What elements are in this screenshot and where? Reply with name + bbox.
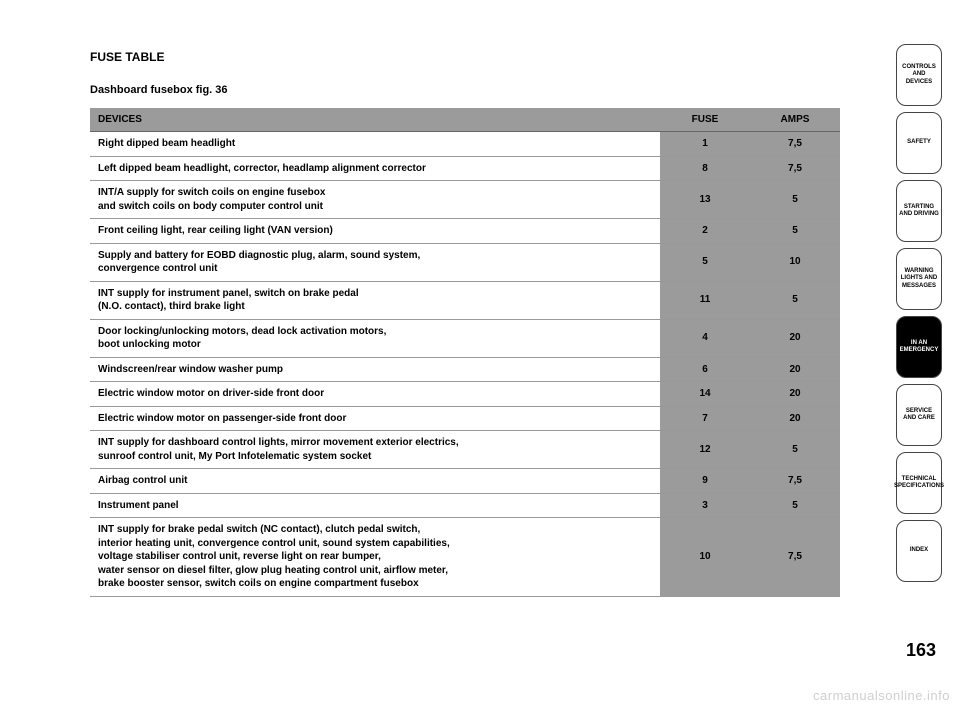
table-row: INT supply for instrument panel, switch … bbox=[90, 281, 840, 319]
page-title: FUSE TABLE bbox=[90, 50, 840, 64]
cell-fuse: 11 bbox=[660, 281, 750, 319]
cell-device: Supply and battery for EOBD diagnostic p… bbox=[90, 243, 660, 281]
table-row: Electric window motor on driver-side fro… bbox=[90, 382, 840, 407]
side-tab[interactable]: SAFETY bbox=[896, 112, 942, 174]
table-row: Left dipped beam headlight, corrector, h… bbox=[90, 156, 840, 181]
table-row: Electric window motor on passenger-side … bbox=[90, 406, 840, 431]
cell-amps: 7,5 bbox=[750, 132, 840, 157]
side-tabs: CONTROLSAND DEVICES SAFETY STARTINGAND DRI… bbox=[896, 44, 942, 582]
side-tab[interactable]: INDEX bbox=[896, 520, 942, 582]
cell-amps: 20 bbox=[750, 319, 840, 357]
table-row: Airbag control unit97,5 bbox=[90, 469, 840, 494]
table-row: Right dipped beam headlight17,5 bbox=[90, 132, 840, 157]
header-fuse: FUSE bbox=[660, 108, 750, 132]
cell-fuse: 10 bbox=[660, 518, 750, 597]
cell-amps: 5 bbox=[750, 281, 840, 319]
side-tab[interactable]: CONTROLSAND DEVICES bbox=[896, 44, 942, 106]
cell-device: Right dipped beam headlight bbox=[90, 132, 660, 157]
cell-device: INT/A supply for switch coils on engine … bbox=[90, 181, 660, 219]
cell-amps: 5 bbox=[750, 219, 840, 244]
fuse-table: DEVICES FUSE AMPS Right dipped beam head… bbox=[90, 108, 840, 597]
cell-device: Door locking/unlocking motors, dead lock… bbox=[90, 319, 660, 357]
cell-fuse: 1 bbox=[660, 132, 750, 157]
cell-fuse: 7 bbox=[660, 406, 750, 431]
cell-amps: 7,5 bbox=[750, 156, 840, 181]
cell-device: Front ceiling light, rear ceiling light … bbox=[90, 219, 660, 244]
watermark: carmanualsonline.info bbox=[813, 688, 950, 703]
cell-fuse: 6 bbox=[660, 357, 750, 382]
table-row: Windscreen/rear window washer pump620 bbox=[90, 357, 840, 382]
cell-fuse: 3 bbox=[660, 493, 750, 518]
page-number: 163 bbox=[906, 640, 936, 661]
side-tab[interactable]: TECHNICALSPECIFICATIONS bbox=[896, 452, 942, 514]
cell-amps: 7,5 bbox=[750, 469, 840, 494]
side-tab[interactable]: SERVICEAND CARE bbox=[896, 384, 942, 446]
cell-device: Electric window motor on passenger-side … bbox=[90, 406, 660, 431]
table-row: Front ceiling light, rear ceiling light … bbox=[90, 219, 840, 244]
header-devices: DEVICES bbox=[90, 108, 660, 132]
header-amps: AMPS bbox=[750, 108, 840, 132]
cell-device: Left dipped beam headlight, corrector, h… bbox=[90, 156, 660, 181]
cell-device: Instrument panel bbox=[90, 493, 660, 518]
cell-fuse: 12 bbox=[660, 431, 750, 469]
cell-device: INT supply for instrument panel, switch … bbox=[90, 281, 660, 319]
cell-amps: 5 bbox=[750, 181, 840, 219]
page-subtitle: Dashboard fusebox fig. 36 bbox=[90, 84, 840, 96]
table-row: Door locking/unlocking motors, dead lock… bbox=[90, 319, 840, 357]
cell-device: Airbag control unit bbox=[90, 469, 660, 494]
cell-fuse: 5 bbox=[660, 243, 750, 281]
cell-amps: 10 bbox=[750, 243, 840, 281]
cell-amps: 5 bbox=[750, 431, 840, 469]
table-row: Supply and battery for EOBD diagnostic p… bbox=[90, 243, 840, 281]
cell-fuse: 4 bbox=[660, 319, 750, 357]
cell-device: INT supply for brake pedal switch (NC co… bbox=[90, 518, 660, 597]
table-row: INT supply for dashboard control lights,… bbox=[90, 431, 840, 469]
side-tab[interactable]: IN ANEMERGENCY bbox=[896, 316, 942, 378]
side-tab[interactable]: WARNINGLIGHTS ANDMESSAGES bbox=[896, 248, 942, 310]
cell-fuse: 13 bbox=[660, 181, 750, 219]
cell-fuse: 9 bbox=[660, 469, 750, 494]
table-row: Instrument panel35 bbox=[90, 493, 840, 518]
cell-fuse: 8 bbox=[660, 156, 750, 181]
cell-device: INT supply for dashboard control lights,… bbox=[90, 431, 660, 469]
cell-amps: 7,5 bbox=[750, 518, 840, 597]
table-row: INT/A supply for switch coils on engine … bbox=[90, 181, 840, 219]
cell-amps: 20 bbox=[750, 357, 840, 382]
cell-fuse: 2 bbox=[660, 219, 750, 244]
table-row: INT supply for brake pedal switch (NC co… bbox=[90, 518, 840, 597]
cell-amps: 20 bbox=[750, 406, 840, 431]
cell-amps: 5 bbox=[750, 493, 840, 518]
table-header-row: DEVICES FUSE AMPS bbox=[90, 108, 840, 132]
cell-fuse: 14 bbox=[660, 382, 750, 407]
cell-device: Windscreen/rear window washer pump bbox=[90, 357, 660, 382]
side-tab[interactable]: STARTINGAND DRIVING bbox=[896, 180, 942, 242]
cell-amps: 20 bbox=[750, 382, 840, 407]
cell-device: Electric window motor on driver-side fro… bbox=[90, 382, 660, 407]
